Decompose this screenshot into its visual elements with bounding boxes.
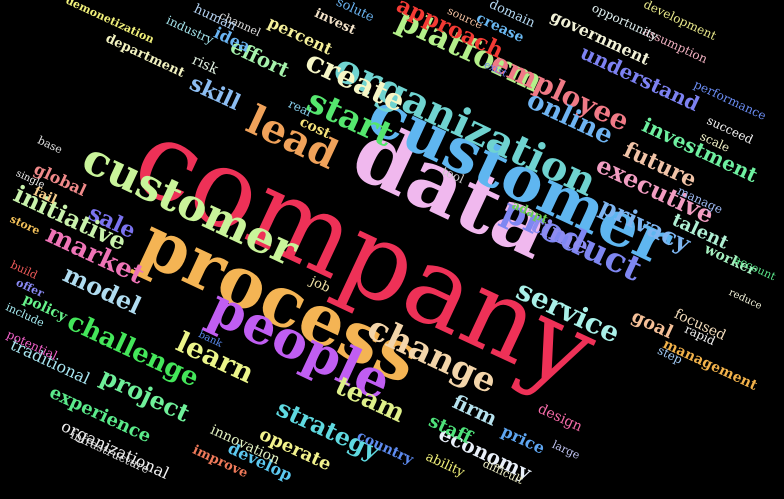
word-performance: performance [691,77,769,123]
word-large: large [550,438,582,462]
word-base: base [35,133,65,157]
word-reduce: reduce [726,287,764,312]
word-account: account [732,252,778,284]
